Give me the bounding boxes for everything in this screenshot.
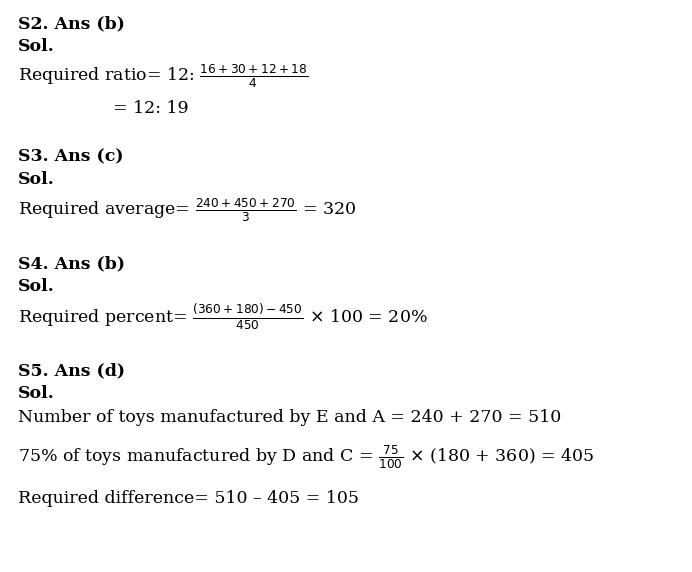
Text: S2. Ans (b): S2. Ans (b) <box>18 15 125 32</box>
Text: S3. Ans (c): S3. Ans (c) <box>18 148 123 165</box>
Text: Number of toys manufactured by E and A = 240 + 270 = 510: Number of toys manufactured by E and A =… <box>18 409 561 426</box>
Text: Sol.: Sol. <box>18 385 55 402</box>
Text: Sol.: Sol. <box>18 171 55 188</box>
Text: S5. Ans (d): S5. Ans (d) <box>18 362 125 379</box>
Text: Sol.: Sol. <box>18 278 55 295</box>
Text: = 12: 19: = 12: 19 <box>113 100 189 117</box>
Text: 75% of toys manufactured by D and C = $\frac{75}{100}$ $\times$ (180 + 360) = 40: 75% of toys manufactured by D and C = $\… <box>18 443 594 471</box>
Text: Required ratio= 12: $\frac{16+30+12+18}{4}$: Required ratio= 12: $\frac{16+30+12+18}{… <box>18 62 309 90</box>
Text: Sol.: Sol. <box>18 38 55 55</box>
Text: Required average= $\frac{240+450+270}{3}$ = 320: Required average= $\frac{240+450+270}{3}… <box>18 196 356 224</box>
Text: Required percent= $\frac{(360+180)-450}{450}$ $\times$ 100 = 20%: Required percent= $\frac{(360+180)-450}{… <box>18 303 428 333</box>
Text: S4. Ans (b): S4. Ans (b) <box>18 255 125 272</box>
Text: Required difference= 510 – 405 = 105: Required difference= 510 – 405 = 105 <box>18 490 359 507</box>
